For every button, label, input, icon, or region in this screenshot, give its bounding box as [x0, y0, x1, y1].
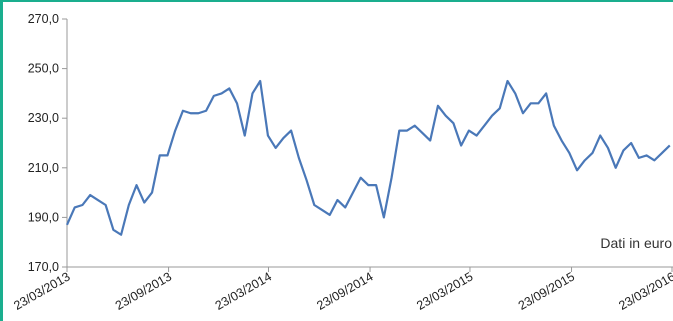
- x-tick-label: 23/09/2015: [516, 269, 577, 312]
- x-tick-label: 23/03/2014: [213, 269, 274, 312]
- x-tick-label: 23/03/2013: [11, 269, 72, 312]
- y-tick-label: 270,0: [28, 12, 59, 26]
- frame-left: [0, 0, 3, 321]
- line: [65, 79, 671, 236]
- annotation: Dati in euro: [600, 235, 672, 251]
- frame-top: [0, 0, 673, 2]
- y-tick-label: 230,0: [28, 111, 59, 125]
- y-tick-label: 250,0: [28, 62, 59, 76]
- x-tick-label: 23/09/2013: [113, 269, 174, 312]
- y-tick-label: 210,0: [28, 161, 59, 175]
- x-tick-label: 23/09/2014: [314, 269, 375, 312]
- y-tick-label: 190,0: [28, 210, 59, 224]
- y-tick-label: 170,0: [28, 260, 59, 274]
- x-tick-label: 23/03/2015: [414, 269, 475, 312]
- x-tick-label: 23/03/2016: [616, 269, 673, 312]
